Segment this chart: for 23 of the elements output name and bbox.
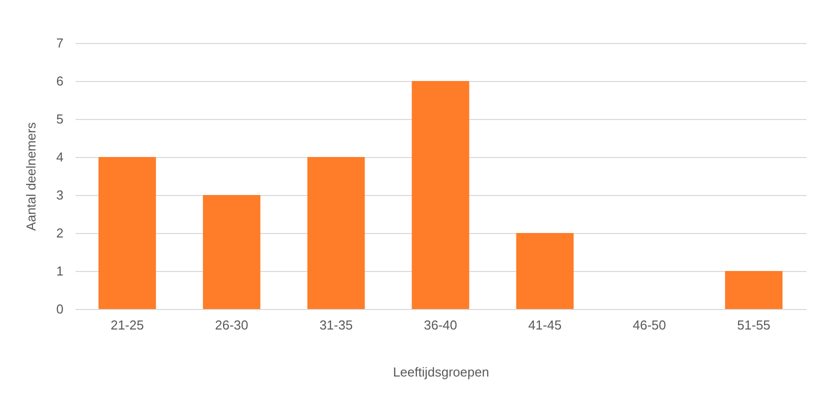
x-tick-label: 21-25 — [110, 318, 144, 332]
y-tick-label: 6 — [56, 74, 64, 88]
x-tick-label: 36-40 — [424, 318, 458, 332]
y-axis-title: Aantal deelnemers — [23, 122, 38, 231]
bar — [412, 81, 470, 309]
bar — [202, 195, 260, 309]
x-tick-label: 51-55 — [737, 318, 770, 332]
x-tick-label: 26-30 — [215, 318, 248, 332]
x-tick-label: 46-50 — [632, 318, 666, 332]
x-tick-label: 41-45 — [528, 318, 562, 332]
y-tick-label: 4 — [56, 150, 64, 164]
bar — [98, 157, 156, 309]
bar — [516, 233, 574, 309]
bar — [725, 271, 783, 309]
x-axis-title: Leeftijdsgroepen — [392, 364, 490, 380]
y-tick-label: 2 — [56, 226, 64, 240]
y-tick-label: 7 — [56, 36, 64, 50]
y-tick-label: 0 — [56, 302, 64, 316]
y-tick-label: 3 — [56, 188, 64, 202]
bar — [307, 157, 365, 309]
y-tick-label: 5 — [56, 112, 64, 126]
y-tick-label: 1 — [56, 264, 64, 278]
x-tick-label: 31-35 — [319, 318, 353, 332]
